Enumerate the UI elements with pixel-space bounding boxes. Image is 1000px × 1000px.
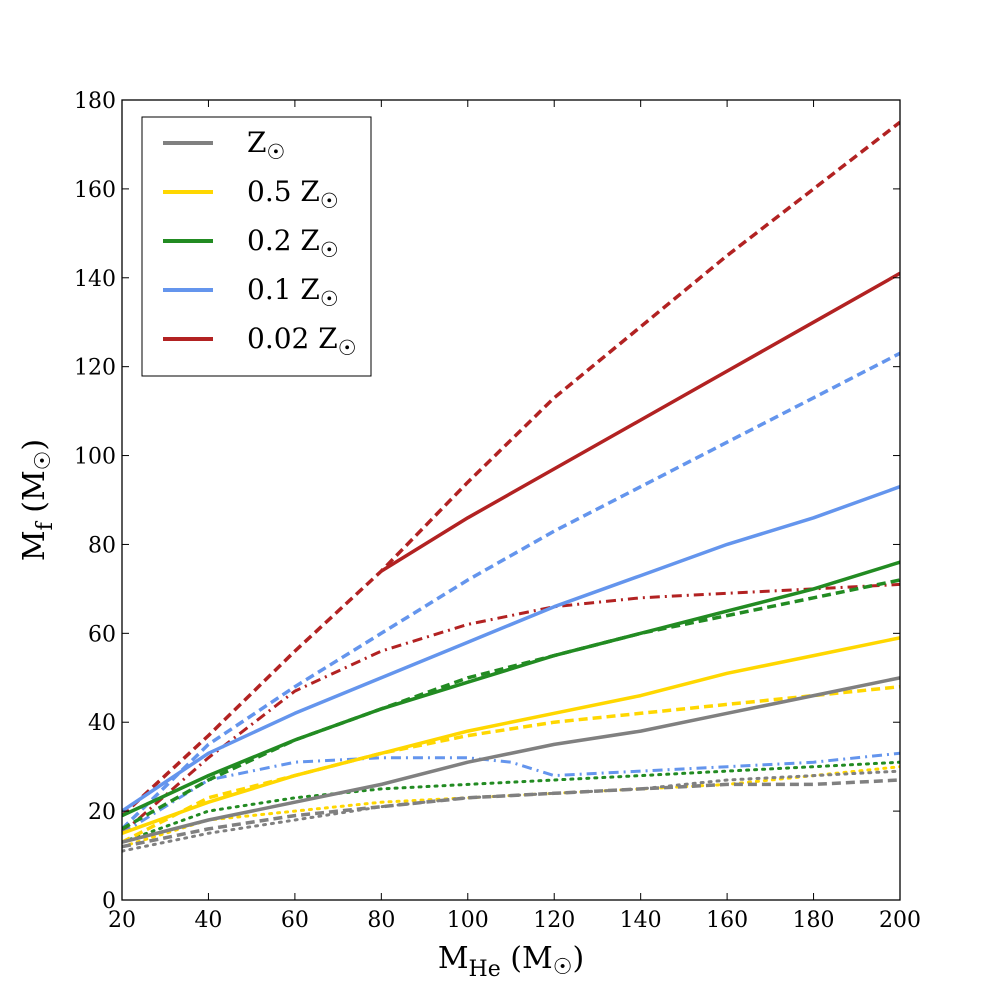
axis-ticks: 20 40 60 80 100 120 140 160 180 20002040608010012… xyxy=(74,89,921,933)
series-0.1-dashed xyxy=(122,351,900,831)
legend: Z☉ 0.5 Z☉ 0.2 Z☉ 0.1 Z☉ 0.02 Z☉ xyxy=(141,116,372,377)
y-tick-label: 160 xyxy=(74,178,116,203)
series-1-dotted xyxy=(122,769,900,853)
legend-label: 0.2 Z☉ xyxy=(247,224,339,262)
x-tick-label: 120 xyxy=(533,908,575,933)
series-0.02-dashed xyxy=(122,120,900,817)
legend-label: 0.1 Z☉ xyxy=(247,273,339,311)
y-tick-label: 120 xyxy=(74,356,116,381)
y-tick-label: 40 xyxy=(88,711,116,736)
series-0.2-dotted xyxy=(122,760,900,844)
x-tick-label: 100 xyxy=(447,908,489,933)
series-0.1-dashdot xyxy=(122,751,900,835)
y-axis-title: Mf (M☉) xyxy=(17,439,58,561)
legend-label: 0.5 Z☉ xyxy=(247,175,339,213)
x-tick-label: 40 xyxy=(194,908,222,933)
y-tick-label: 100 xyxy=(74,445,116,470)
y-tick-label: 20 xyxy=(88,800,116,825)
x-tick-label: 140 xyxy=(620,908,662,933)
x-tick-label: 60 xyxy=(281,908,309,933)
y-tick-label: 80 xyxy=(88,533,116,558)
x-tick-label: 80 xyxy=(367,908,395,933)
series-0.1-solid xyxy=(122,485,900,813)
series-0.02-solid xyxy=(380,271,900,573)
plot-frame xyxy=(121,99,901,901)
series-0.5-solid xyxy=(122,636,900,835)
legend-label: 0.02 Z☉ xyxy=(247,322,357,360)
series-0.2-dashed xyxy=(122,578,900,831)
x-tick-label: 180 xyxy=(793,908,835,933)
series-0.2-solid xyxy=(122,560,900,818)
y-tick-label: 60 xyxy=(88,622,116,647)
x-tick-label: 20 xyxy=(108,908,136,933)
y-tick-label: 0 xyxy=(102,889,116,914)
x-axis-title: MHe (M☉) xyxy=(438,941,584,982)
series-0.5-dashed xyxy=(122,684,900,844)
legend-label: Z☉ xyxy=(247,126,285,164)
x-tick-label: 200 xyxy=(879,908,921,933)
y-tick-label: 180 xyxy=(74,89,116,114)
series-0.02-dashdot xyxy=(122,582,900,835)
series-layer xyxy=(122,120,900,853)
legend-box xyxy=(141,116,372,377)
legend-items: Z☉ 0.5 Z☉ 0.2 Z☉ 0.1 Z☉ 0.02 Z☉ xyxy=(163,126,357,360)
x-tick-label: 160 xyxy=(706,908,748,933)
series-1-solid xyxy=(122,676,900,844)
y-tick-label: 140 xyxy=(74,267,116,292)
